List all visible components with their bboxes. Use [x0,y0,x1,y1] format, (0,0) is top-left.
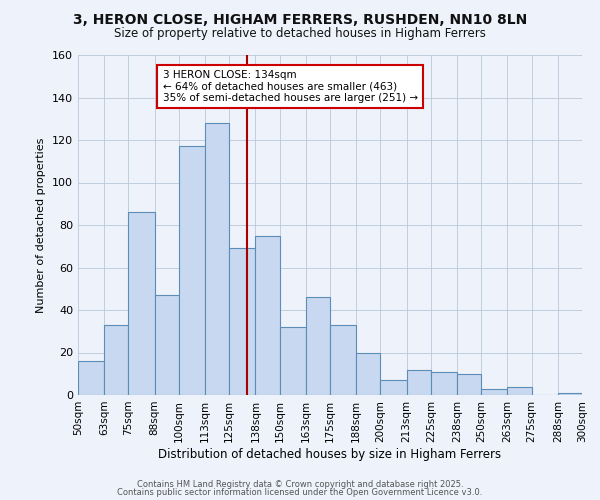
Bar [431,372,457,395]
Bar [330,325,356,395]
Bar [205,123,229,395]
Text: Contains public sector information licensed under the Open Government Licence v3: Contains public sector information licen… [118,488,482,497]
Bar [457,374,481,395]
Bar [306,297,330,395]
Bar [407,370,431,395]
Bar [155,295,179,395]
Bar [104,325,128,395]
Text: Size of property relative to detached houses in Higham Ferrers: Size of property relative to detached ho… [114,28,486,40]
X-axis label: Distribution of detached houses by size in Higham Ferrers: Distribution of detached houses by size … [158,448,502,460]
Bar [380,380,407,395]
Bar [508,386,532,395]
Text: 3, HERON CLOSE, HIGHAM FERRERS, RUSHDEN, NN10 8LN: 3, HERON CLOSE, HIGHAM FERRERS, RUSHDEN,… [73,12,527,26]
Text: 3 HERON CLOSE: 134sqm
← 64% of detached houses are smaller (463)
35% of semi-det: 3 HERON CLOSE: 134sqm ← 64% of detached … [163,70,418,103]
Bar [78,361,104,395]
Bar [280,327,306,395]
Bar [229,248,256,395]
Bar [356,352,380,395]
Bar [481,388,508,395]
Bar [128,212,155,395]
Bar [179,146,205,395]
Y-axis label: Number of detached properties: Number of detached properties [37,138,46,312]
Bar [256,236,280,395]
Text: Contains HM Land Registry data © Crown copyright and database right 2025.: Contains HM Land Registry data © Crown c… [137,480,463,489]
Bar [558,393,582,395]
